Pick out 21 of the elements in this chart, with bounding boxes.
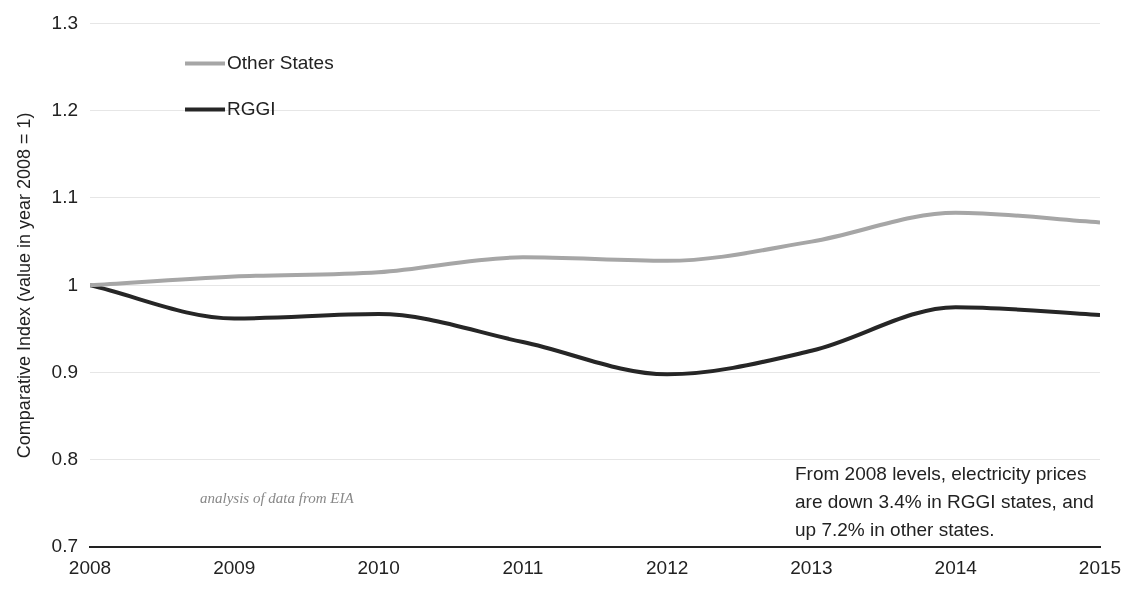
- line-series: [90, 210, 1100, 288]
- x-tick-label: 2009: [213, 556, 256, 578]
- x-tick-label: 2008: [68, 556, 112, 578]
- y-tick-label: 1: [67, 273, 79, 295]
- y-tick-label: 1.2: [51, 98, 79, 120]
- x-tick-label: 2011: [502, 556, 544, 578]
- legend-label: RGGI: [227, 97, 276, 119]
- x-tick-label: 2010: [357, 556, 400, 578]
- y-axis-title: Comparative Index (value in year 2008 = 1): [13, 112, 34, 459]
- y-tick-label: 0.8: [51, 448, 79, 470]
- x-tick-label: 2014: [934, 556, 978, 578]
- legend-label: Other States: [227, 51, 334, 73]
- x-tick-label: 2012: [646, 556, 689, 578]
- annotation: analysis of data from EIA: [200, 490, 355, 507]
- x-tick-label: 2015: [1078, 556, 1122, 578]
- annotation: From 2008 levels, electricity prices are down 3.4% in RGGI states, and up 7.2% in other states.: [795, 462, 1095, 542]
- y-tick-label: 0.7: [51, 535, 79, 557]
- y-tick-label: 0.9: [51, 360, 79, 382]
- y-tick-label: 1.3: [51, 11, 79, 33]
- y-tick-label: 1.1: [51, 186, 79, 208]
- x-tick-label: 2013: [790, 556, 833, 578]
